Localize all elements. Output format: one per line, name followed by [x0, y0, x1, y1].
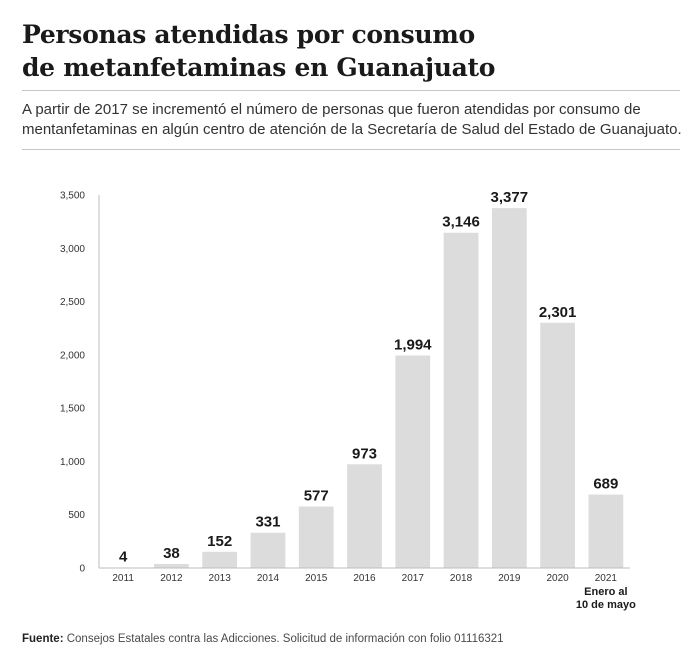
- source-note: Fuente: Consejos Estatales contra las Ad…: [22, 633, 504, 645]
- y-tick-label: 500: [68, 510, 85, 521]
- x-tick-label: 2019: [498, 573, 521, 584]
- x-tick-label: 2014: [257, 573, 280, 584]
- data-label-2019: 3,377: [491, 189, 529, 206]
- bars-group: [105, 208, 624, 569]
- y-tick-label: 3,000: [60, 244, 85, 255]
- bar-2015: [298, 506, 334, 568]
- x-tick-label: 2013: [209, 573, 232, 584]
- x-tick-label: 2015: [305, 573, 328, 584]
- subtitle-divider: [22, 149, 680, 150]
- bar-2019: [491, 208, 527, 569]
- chart-subtitle: A partir de 2017 se incrementó el número…: [22, 101, 682, 138]
- y-tick-label: 1,000: [60, 457, 85, 468]
- x-tick-label: 2021: [595, 573, 618, 584]
- bar-2016: [347, 464, 382, 568]
- bar-2012: [154, 563, 189, 568]
- x-tick-label: 2016: [353, 573, 376, 584]
- category-note-line: Enero al: [584, 586, 627, 598]
- x-tick-label: 2012: [160, 573, 183, 584]
- data-label-2016: 973: [352, 445, 377, 462]
- x-tick-label: 2011: [112, 573, 134, 584]
- data-label-2020: 2,301: [539, 304, 577, 321]
- source-label: Fuente:: [22, 633, 64, 645]
- x-tick-label: 2018: [450, 573, 473, 584]
- bar-2017: [395, 355, 431, 568]
- title-line-2: de metanfetaminas en Guanajuato: [22, 53, 496, 82]
- y-tick-label: 2,000: [60, 350, 85, 361]
- y-axis: 0 500 1,000 1,500 2,000 2,500 3,000 3,500: [60, 191, 100, 575]
- data-label-2012: 38: [163, 545, 180, 562]
- data-label-2018: 3,146: [442, 214, 480, 231]
- title-line-1: Personas atendidas por consumo: [22, 20, 475, 49]
- bar-2013: [202, 551, 238, 568]
- category-note-line: 10 de mayo: [576, 599, 636, 611]
- data-label-2013: 152: [207, 533, 232, 550]
- data-label-2017: 1,994: [394, 336, 432, 353]
- data-label-2015: 577: [304, 488, 329, 505]
- bar-2020: [540, 322, 575, 568]
- data-label-2011: 4: [119, 549, 128, 566]
- bar-2021: [588, 494, 624, 568]
- y-tick-label: 2,500: [60, 297, 85, 308]
- title-divider: [22, 90, 680, 91]
- bar-2018: [443, 232, 479, 568]
- y-tick-label: 1,500: [60, 404, 85, 415]
- y-tick-label: 0: [79, 564, 85, 575]
- x-tick-label: 2017: [402, 573, 425, 584]
- bar-2014: [250, 532, 286, 568]
- x-axis: 2011 2012 2013 2014 2015 2016 2017 2018 2019 2020…: [99, 567, 636, 611]
- data-label-2014: 331: [255, 514, 280, 531]
- y-tick-label: 3,500: [60, 191, 85, 202]
- source-text: Consejos Estatales contra las Adicciones…: [66, 633, 504, 645]
- data-label-2021: 689: [593, 476, 618, 493]
- chart-title: Personas atendidas por consumo de metanf…: [22, 18, 682, 84]
- data-labels-group: 4 38 152 331 577 973 1,994 3,146 3,377 2,301 689: [119, 189, 618, 565]
- x-tick-label: 2020: [546, 573, 569, 584]
